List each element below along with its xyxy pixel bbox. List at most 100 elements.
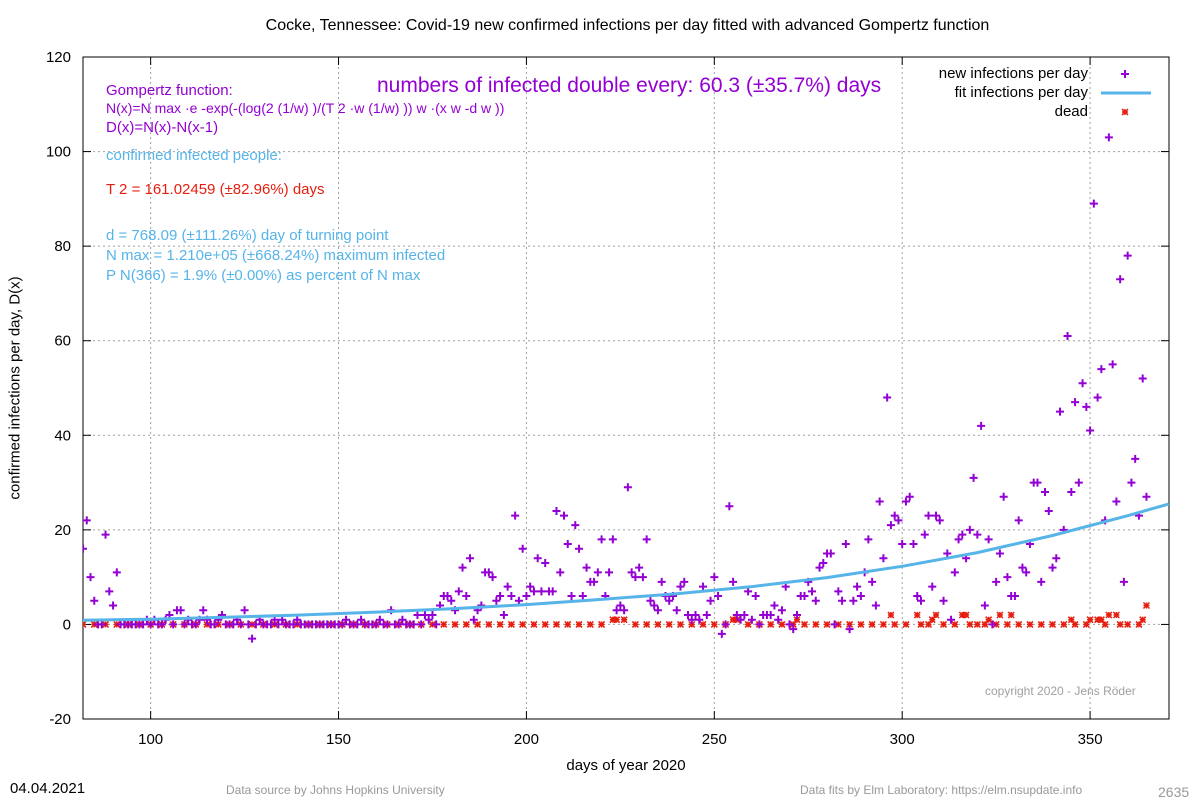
infection-point [980,601,989,610]
y-tick-label: -20 [49,711,71,728]
infection-point [293,615,302,624]
infection-point [1112,497,1121,506]
infection-point [646,596,655,605]
dead-point [575,620,583,628]
dead-point [1026,620,1034,628]
dead-point [932,611,940,619]
infection-point [954,535,963,544]
infection-point [210,620,219,629]
dead-point [887,611,895,619]
infection-point [176,606,185,615]
infection-point [747,615,756,624]
infection-point [800,592,809,601]
infection-point [556,568,565,577]
infection-point [717,629,726,638]
infection-point [199,606,208,615]
nmax-annotation: N max = 1.210e+05 (±668.24%) maximum inf… [106,247,446,264]
dead-point [767,620,775,628]
infection-point [567,592,576,601]
infection-point [725,502,734,511]
dead-point [846,620,854,628]
y-tick-label: 60 [54,333,71,350]
infection-point [755,620,764,629]
dead-point [1082,620,1090,628]
infection-point [612,606,621,615]
infection-point [789,625,798,634]
infection-point [90,596,99,605]
infection-point [514,596,523,605]
infection-point [274,620,283,629]
dead-point [1007,611,1015,619]
infection-point [83,544,87,553]
infection-point [605,568,614,577]
dead-point [1071,620,1079,628]
infection-point [1033,478,1042,487]
infection-point [883,393,892,402]
infection-point [841,540,850,549]
footer-source-right: Data fits by Elm Laboratory: https://elm… [800,783,1083,797]
infection-point [642,535,651,544]
infection-point [1078,379,1087,388]
infection-point [826,549,835,558]
infection-point [943,549,952,558]
dead-point [1015,620,1023,628]
infection-point [597,535,606,544]
formula-line2: D(x)=N(x)-N(x-1) [106,119,219,136]
footer-source-left: Data source by Johns Hopkins University [226,783,445,797]
infection-point [988,620,997,629]
infection-point [240,606,249,615]
dead-point [586,620,594,628]
infection-point [112,568,121,577]
infection-point [484,568,493,577]
infection-point [995,549,1004,558]
doubling-annotation: numbers of infected double every: 60.3 (… [377,74,882,97]
infection-point [924,511,933,520]
infection-point [507,592,516,601]
x-axis-label: days of year 2020 [566,757,686,774]
infection-point [965,525,974,534]
t2-annotation: T 2 = 161.02459 (±82.96%) days [106,181,325,198]
infection-point [191,620,200,629]
infection-point [1018,563,1027,572]
infection-point [518,544,527,553]
y-tick-label: 120 [46,49,71,66]
infection-point [920,530,929,539]
dead-point [665,620,673,628]
dead-point [564,620,572,628]
infection-point [638,573,647,582]
infection-point [575,544,584,553]
dead-point [1124,620,1132,628]
infection-point [736,615,745,624]
infection-point [1138,374,1147,383]
infection-point [894,516,903,525]
infection-point [1074,478,1083,487]
infection-point [879,554,888,563]
infection-point [901,497,910,506]
x-tick-label: 250 [702,731,727,748]
infection-point [424,615,433,624]
x-tick-label: 200 [514,731,539,748]
infection-point [338,620,347,629]
y-tick-label: 100 [46,144,71,161]
infection-point [935,516,944,525]
infection-point [815,563,824,572]
infection-point [958,530,967,539]
dead-point [710,620,718,628]
infection-point [729,577,738,586]
infection-point [819,558,828,567]
dead-point [902,620,910,628]
infection-point [627,568,636,577]
infection-point [898,540,907,549]
infection-point [1082,402,1091,411]
dead-point [530,620,538,628]
infection-point [1048,563,1057,572]
infection-point [1123,251,1132,260]
dead-point [966,620,974,628]
infection-point [529,587,538,596]
dead-point [474,620,482,628]
infection-point [950,568,959,577]
infection-point [1063,331,1072,340]
infection-point [871,601,880,610]
infection-point [375,615,384,624]
infection-point [488,573,497,582]
